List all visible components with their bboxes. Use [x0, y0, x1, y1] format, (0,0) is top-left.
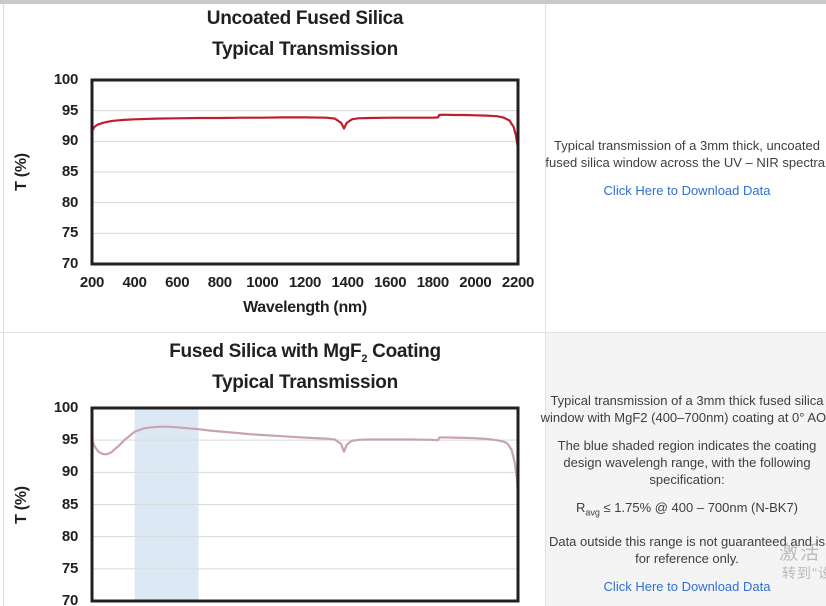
chart-title-line1: Fused Silica with MgF2 Coating [169, 341, 441, 365]
x-tick-label: 600 [165, 274, 190, 291]
x-tick-label: 2000 [459, 274, 492, 291]
x-tick-label: 800 [207, 274, 232, 291]
x-tick-label: 1400 [331, 274, 364, 291]
bottom-right-panel-background [546, 333, 826, 606]
x-tick-label: 1800 [416, 274, 449, 291]
chart-mgf2-coated-fused-silica: Fused Silica with MgF2 Coating Typical T… [0, 333, 541, 606]
y-tick-label: 80 [61, 193, 78, 211]
reference-note: Data outside this range is not guarantee… [548, 533, 826, 566]
reflectance-spec: Ravg ≤ 1.75% @ 400 – 700nm (N-BK7) [576, 500, 798, 518]
chart-uncoated-fused-silica: Uncoated Fused Silica Typical Transmissi… [0, 0, 541, 332]
row-divider [0, 332, 826, 333]
x-tick-label: 200 [79, 274, 105, 291]
y-tick-label: 75 [61, 559, 78, 577]
y-tick-label: 95 [61, 101, 78, 119]
y-tick-label: 100 [53, 71, 78, 88]
y-tick-label: 85 [61, 163, 78, 180]
y-tick-label: 75 [61, 224, 78, 242]
description-text: Typical transmission of a 3mm thick fuse… [540, 393, 826, 425]
transmission-curve [90, 113, 520, 150]
description-text: Typical transmission of a 3mm thick, unc… [545, 138, 826, 170]
plot-area [0, 0, 541, 337]
chart-subtitle: Typical Transmission [212, 38, 398, 60]
chart-canvas [90, 78, 520, 266]
x-tick-label: 1200 [288, 274, 322, 291]
column-divider [545, 4, 546, 606]
top-border [0, 0, 826, 4]
left-border [3, 4, 4, 606]
y-tick-label: 85 [61, 495, 78, 513]
y-tick-label: 70 [61, 255, 78, 272]
chart-title-line1: Uncoated Fused Silica [206, 8, 404, 29]
x-tick-label: 400 [122, 274, 147, 291]
chart-title: Uncoated Fused Silica Typical Transmissi… [92, 8, 518, 61]
plot-border [90, 406, 520, 603]
y-tick-label: 70 [61, 592, 78, 606]
chart-subtitle: Typical Transmission [212, 371, 398, 393]
y-tick-label: 90 [61, 463, 78, 481]
chart-title: Fused Silica with MgF2 Coating Typical T… [92, 341, 518, 394]
x-tick-label: 2200 [501, 274, 535, 291]
coated-description-panel: Typical transmission of a 3mm thick fuse… [540, 392, 826, 595]
y-tick-label: 95 [61, 431, 78, 449]
x-axis-label: Wavelength (nm) [243, 299, 367, 316]
y-tick-label: 90 [61, 132, 78, 150]
x-tick-label: 1600 [374, 274, 407, 291]
download-data-link[interactable]: Click Here to Download Data [603, 578, 771, 594]
transmission-curve [90, 425, 520, 496]
shaded-region-note: The blue shaded region indicates the coa… [557, 438, 817, 487]
x-tick-label: 1000 [246, 274, 279, 291]
download-data-link[interactable]: Click Here to Download Data [603, 183, 771, 198]
chart-canvas [90, 406, 520, 603]
uncoated-description-panel: Typical transmission of a 3mm thick, unc… [542, 4, 826, 332]
y-tick-label: 100 [53, 399, 78, 416]
y-tick-label: 80 [61, 527, 78, 545]
plot-border [90, 78, 520, 266]
plot-area [0, 333, 541, 606]
